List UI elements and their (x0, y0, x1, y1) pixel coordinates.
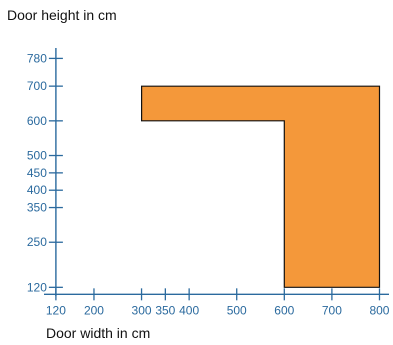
y-tick-label-780: 780 (27, 51, 47, 65)
y-tick-label-250: 250 (27, 235, 47, 249)
x-tick-label-200: 200 (84, 303, 104, 317)
y-tick-label-120: 120 (27, 280, 47, 294)
x-tick-label-700: 700 (322, 303, 342, 317)
x-tick-label-300: 300 (132, 303, 152, 317)
x-tick-label-600: 600 (274, 303, 294, 317)
x-axis-title: Door width in cm (46, 325, 151, 341)
y-tick-label-700: 700 (27, 79, 47, 93)
y-tick-label-450: 450 (27, 166, 47, 180)
x-tick-label-350: 350 (155, 303, 175, 317)
x-tick-label-800: 800 (369, 303, 389, 317)
allowed-size-region (141, 85, 381, 288)
x-tick-label-500: 500 (227, 303, 247, 317)
y-tick-label-400: 400 (27, 183, 47, 197)
x-tick-label-120: 120 (46, 303, 66, 317)
y-tick-label-500: 500 (27, 149, 47, 163)
y-tick-label-600: 600 (27, 114, 47, 128)
y-tick-label-350: 350 (27, 201, 47, 215)
x-tick-label-400: 400 (179, 303, 199, 317)
y-axis-title: Door height in cm (7, 7, 117, 23)
